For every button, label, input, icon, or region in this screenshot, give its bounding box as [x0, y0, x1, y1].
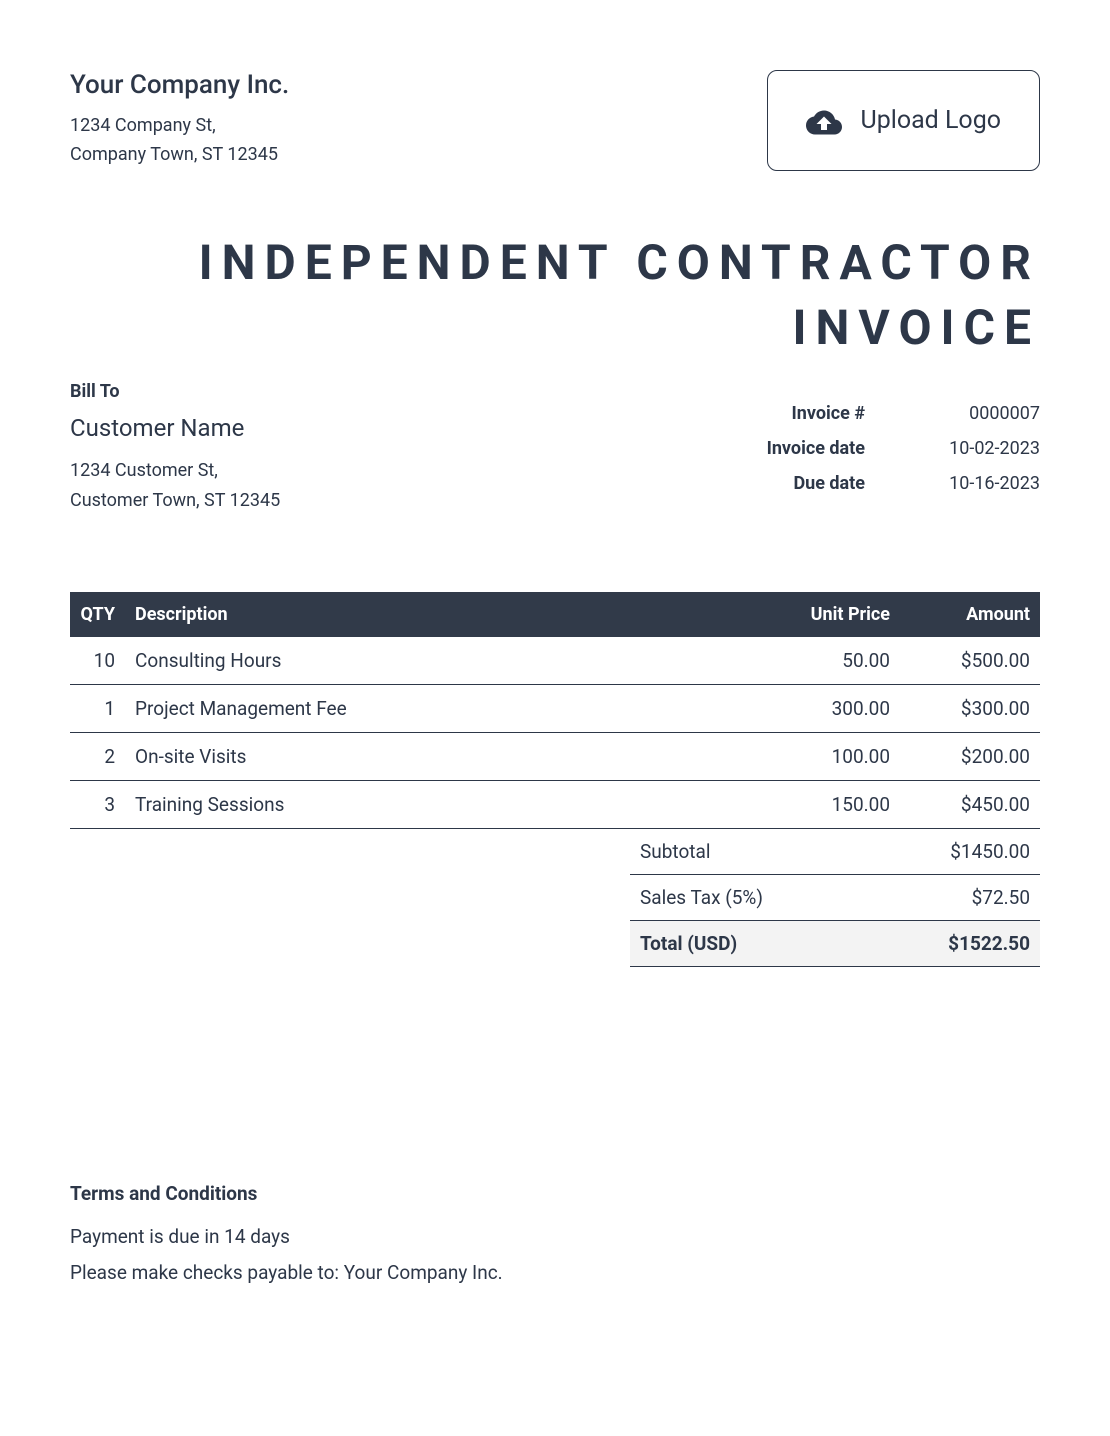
bill-to: Bill To Customer Name 1234 Customer St, …: [70, 381, 767, 517]
invoice-date-row: Invoice date 10-02-2023: [767, 438, 1040, 459]
qty-cell: 2: [70, 732, 125, 780]
invoice-number-label: Invoice #: [792, 403, 866, 424]
totals-section: Subtotal $1450.00 Sales Tax (5%) $72.50 …: [70, 829, 1040, 967]
subtotal-value: $1450.00: [869, 829, 1040, 875]
invoice-date-label: Invoice date: [767, 438, 865, 459]
invoice-details: Invoice # 0000007 Invoice date 10-02-202…: [767, 381, 1040, 517]
tax-row: Sales Tax (5%) $72.50: [630, 874, 1040, 920]
company-address-line2: Company Town, ST 12345: [70, 141, 767, 170]
customer-address-line2: Customer Town, ST 12345: [70, 486, 767, 517]
description-cell: Training Sessions: [125, 780, 740, 828]
unit-price-cell: 100.00: [740, 732, 900, 780]
due-date-row: Due date 10-16-2023: [767, 473, 1040, 494]
customer-name: Customer Name: [70, 414, 767, 442]
amount-header: Amount: [900, 592, 1040, 637]
amount-cell: $500.00: [900, 637, 1040, 685]
table-row: 10 Consulting Hours 50.00 $500.00: [70, 637, 1040, 685]
grand-total-value: $1522.50: [869, 920, 1040, 966]
amount-cell: $300.00: [900, 684, 1040, 732]
line-items-table: QTY Description Unit Price Amount 10 Con…: [70, 592, 1040, 829]
terms-line2: Please make checks payable to: Your Comp…: [70, 1255, 1040, 1291]
terms-heading: Terms and Conditions: [70, 1182, 1040, 1205]
upload-logo-button[interactable]: Upload Logo: [767, 70, 1040, 171]
invoice-number-row: Invoice # 0000007: [767, 403, 1040, 424]
tax-label: Sales Tax (5%): [630, 874, 869, 920]
grand-total-row: Total (USD) $1522.50: [630, 920, 1040, 966]
bill-to-label: Bill To: [70, 381, 767, 402]
line-items-section: QTY Description Unit Price Amount 10 Con…: [70, 592, 1040, 967]
cloud-upload-icon: [806, 107, 842, 135]
company-address-line1: 1234 Company St,: [70, 112, 767, 141]
table-row: 1 Project Management Fee 300.00 $300.00: [70, 684, 1040, 732]
tax-value: $72.50: [869, 874, 1040, 920]
company-info: Your Company Inc. 1234 Company St, Compa…: [70, 70, 767, 170]
invoice-date-value: 10-02-2023: [935, 438, 1040, 459]
title-section: INDEPENDENT CONTRACTOR INVOICE: [70, 231, 1040, 361]
table-body: 10 Consulting Hours 50.00 $500.00 1 Proj…: [70, 637, 1040, 829]
description-header: Description: [125, 592, 740, 637]
totals-table: Subtotal $1450.00 Sales Tax (5%) $72.50 …: [630, 829, 1040, 967]
invoice-title: INDEPENDENT CONTRACTOR INVOICE: [70, 231, 1040, 361]
unit-price-cell: 50.00: [740, 637, 900, 685]
description-cell: On-site Visits: [125, 732, 740, 780]
company-name: Your Company Inc.: [70, 70, 767, 100]
upload-logo-label: Upload Logo: [860, 106, 1001, 135]
qty-cell: 3: [70, 780, 125, 828]
table-row: 3 Training Sessions 150.00 $450.00: [70, 780, 1040, 828]
amount-cell: $450.00: [900, 780, 1040, 828]
terms-text: Payment is due in 14 days Please make ch…: [70, 1219, 1040, 1291]
terms-section: Terms and Conditions Payment is due in 1…: [70, 1182, 1040, 1291]
unit-price-header: Unit Price: [740, 592, 900, 637]
amount-cell: $200.00: [900, 732, 1040, 780]
invoice-number-value: 0000007: [935, 403, 1040, 424]
table-header: QTY Description Unit Price Amount: [70, 592, 1040, 637]
bill-invoice-section: Bill To Customer Name 1234 Customer St, …: [70, 381, 1040, 517]
description-cell: Project Management Fee: [125, 684, 740, 732]
due-date-value: 10-16-2023: [935, 473, 1040, 494]
qty-cell: 1: [70, 684, 125, 732]
qty-cell: 10: [70, 637, 125, 685]
customer-address-line1: 1234 Customer St,: [70, 456, 767, 487]
unit-price-cell: 150.00: [740, 780, 900, 828]
unit-price-cell: 300.00: [740, 684, 900, 732]
subtotal-row: Subtotal $1450.00: [630, 829, 1040, 875]
grand-total-label: Total (USD): [630, 920, 869, 966]
subtotal-label: Subtotal: [630, 829, 869, 875]
description-cell: Consulting Hours: [125, 637, 740, 685]
due-date-label: Due date: [793, 473, 865, 494]
company-address: 1234 Company St, Company Town, ST 12345: [70, 112, 767, 170]
terms-line1: Payment is due in 14 days: [70, 1219, 1040, 1255]
customer-address: 1234 Customer St, Customer Town, ST 1234…: [70, 456, 767, 517]
table-row: 2 On-site Visits 100.00 $200.00: [70, 732, 1040, 780]
qty-header: QTY: [70, 592, 125, 637]
header-section: Your Company Inc. 1234 Company St, Compa…: [70, 70, 1040, 171]
